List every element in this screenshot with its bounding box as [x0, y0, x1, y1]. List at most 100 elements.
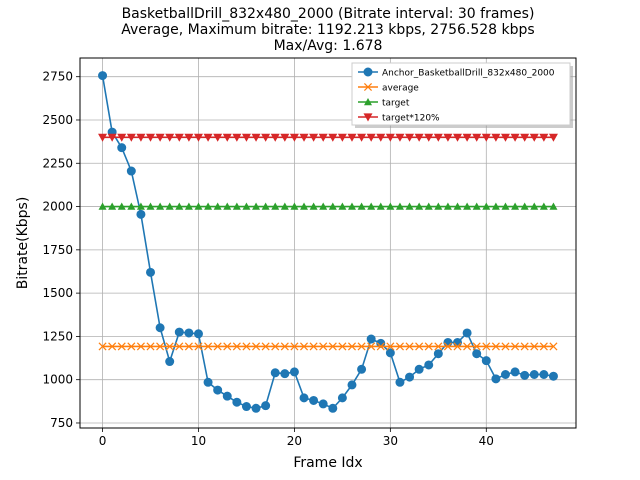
- data-point: [357, 364, 367, 374]
- x-marker-stroke: [98, 342, 107, 351]
- data-point: [309, 202, 318, 210]
- data-point: [376, 202, 385, 210]
- x-marker-stroke: [252, 342, 261, 351]
- y-tick-label: 750: [50, 416, 73, 430]
- data-point: [270, 368, 280, 378]
- data-point: [184, 328, 194, 338]
- y-tick-label: 2250: [42, 156, 73, 170]
- data-point: [520, 342, 529, 351]
- data-point: [174, 327, 184, 337]
- data-point: [347, 380, 357, 390]
- x-marker-stroke: [299, 342, 309, 351]
- data-point: [289, 133, 299, 142]
- data-point: [338, 202, 347, 210]
- data-point: [194, 342, 203, 351]
- data-point: [443, 337, 453, 347]
- data-point: [300, 202, 309, 210]
- data-point: [549, 202, 558, 210]
- data-point: [376, 338, 386, 348]
- data-point: [232, 342, 241, 351]
- data-point: [539, 133, 549, 142]
- x-tick-label: 0: [99, 434, 107, 448]
- data-point: [443, 202, 452, 210]
- data-point: [156, 202, 165, 210]
- data-point: [299, 133, 309, 142]
- data-point: [434, 342, 443, 351]
- data-point: [337, 393, 347, 403]
- x-marker-stroke: [539, 342, 548, 351]
- data-point: [347, 342, 357, 351]
- x-marker-stroke: [280, 342, 289, 351]
- data-point: [472, 342, 481, 351]
- data-point: [530, 202, 539, 210]
- y-axis-label: Bitrate(Kbps): [15, 197, 31, 290]
- x-marker-stroke: [117, 342, 126, 351]
- x-marker-stroke: [232, 342, 241, 351]
- data-point: [395, 377, 405, 387]
- x-marker-stroke: [175, 342, 184, 351]
- x-marker-stroke: [549, 342, 558, 351]
- data-point: [539, 202, 548, 210]
- x-marker-stroke: [165, 342, 174, 351]
- data-point: [491, 374, 501, 384]
- data-point: [184, 342, 193, 351]
- x-marker-stroke: [127, 342, 136, 351]
- data-point: [328, 342, 337, 351]
- data-point: [405, 202, 414, 210]
- data-point: [511, 342, 520, 351]
- data-point: [299, 342, 309, 351]
- x-marker-stroke: [482, 342, 491, 351]
- legend-box: [351, 62, 571, 126]
- data-point: [548, 133, 558, 142]
- data-point: [367, 202, 376, 210]
- data-point: [290, 202, 299, 210]
- data-point: [434, 202, 443, 210]
- data-point: [453, 202, 462, 210]
- data-point: [165, 202, 174, 210]
- data-point: [491, 342, 500, 351]
- data-point: [204, 342, 213, 351]
- data-point: [529, 133, 539, 142]
- data-point: [127, 202, 136, 210]
- series-layer: [98, 71, 558, 413]
- data-point: [405, 372, 415, 382]
- data-point: [222, 133, 232, 142]
- data-point: [204, 202, 213, 210]
- data-point: [194, 202, 203, 210]
- x-marker-stroke: [453, 342, 462, 351]
- data-point: [424, 202, 433, 210]
- data-point: [530, 342, 539, 351]
- y-tick-label: 2000: [42, 200, 73, 214]
- x-marker-stroke: [472, 342, 481, 351]
- data-point: [184, 133, 194, 142]
- x-marker-stroke: [146, 342, 155, 351]
- data-point: [357, 133, 367, 142]
- data-point: [549, 342, 558, 351]
- legend-marker: [363, 82, 373, 92]
- x-marker-stroke: [184, 342, 193, 351]
- data-point: [395, 133, 405, 142]
- x-marker-stroke: [376, 342, 385, 351]
- data-point: [136, 133, 146, 142]
- data-point: [156, 342, 165, 351]
- y-tick-label: 2500: [42, 113, 73, 127]
- data-point: [548, 371, 558, 381]
- data-point: [462, 133, 472, 142]
- x-tick-label: 10: [191, 434, 206, 448]
- legend-marker: [363, 67, 373, 77]
- data-point: [136, 342, 145, 351]
- data-point: [347, 133, 357, 142]
- legend: Anchor_BasketballDrill_832x480_2000avera…: [351, 62, 573, 128]
- data-point: [203, 133, 213, 142]
- data-point: [357, 202, 366, 210]
- legend-entry: average: [358, 82, 419, 94]
- data-point: [242, 342, 251, 351]
- data-point: [271, 202, 280, 210]
- x-marker-stroke: [136, 342, 145, 351]
- data-point: [213, 385, 223, 395]
- data-point: [193, 133, 203, 142]
- data-point: [261, 133, 271, 142]
- axis-ticks: 0 10 20 30 40 750 1000 1250 1500 1750 2000 2250 2500…: [42, 70, 493, 448]
- data-point: [146, 133, 156, 142]
